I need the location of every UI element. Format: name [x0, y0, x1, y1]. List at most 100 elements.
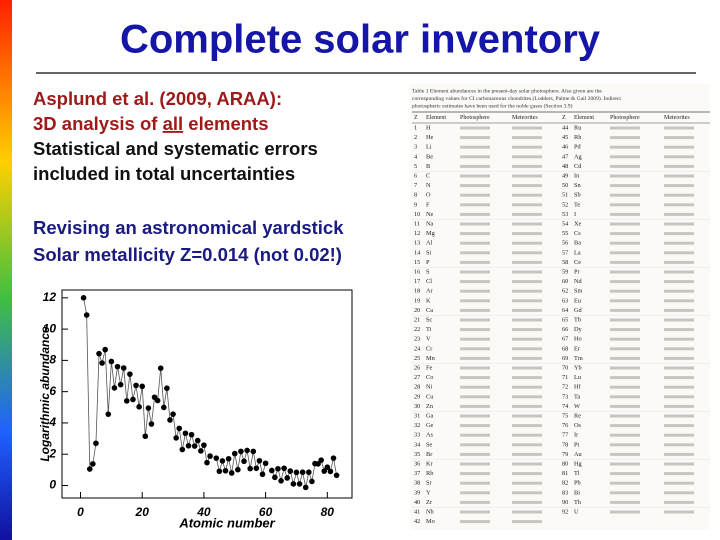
table-cell: 50 — [562, 182, 568, 189]
data-point — [287, 468, 294, 474]
table-cell: 51 — [562, 192, 568, 199]
table-cell: Ca — [426, 307, 433, 314]
table-filler — [664, 126, 694, 130]
table-cell: Mo — [426, 518, 435, 525]
table-header: Meteorites — [664, 115, 690, 121]
table-cell: Te — [574, 201, 580, 208]
table-filler — [460, 212, 490, 216]
table-cell: 57 — [562, 249, 568, 256]
text-line: Asplund et al. (2009, ARAA): — [33, 88, 282, 109]
table-cell: 79 — [562, 451, 568, 458]
y-tick-label: 12 — [43, 290, 57, 304]
table-filler — [512, 337, 542, 341]
table-cell: Nb — [426, 508, 434, 515]
table-cell: 69 — [562, 355, 568, 362]
table-cell: 81 — [562, 470, 568, 477]
table-cell: 22 — [414, 326, 420, 333]
table-cell: 35 — [414, 451, 420, 458]
table-cell: Rh — [574, 134, 582, 141]
data-point — [201, 442, 207, 448]
table-cell: Sn — [574, 182, 582, 189]
table-filler — [512, 433, 542, 437]
table-cell: Yb — [574, 364, 582, 371]
text-segment: all — [163, 113, 184, 134]
table-filler — [610, 126, 640, 130]
text-line: included in total uncertainties — [33, 163, 295, 184]
table-filler — [512, 184, 542, 188]
data-point — [157, 365, 164, 371]
text-line: Revising an astronomical yardstick — [33, 217, 344, 238]
text-segment: elements — [183, 113, 268, 134]
table-cell: 63 — [562, 297, 568, 304]
table-filler — [460, 424, 490, 428]
table-filler — [610, 155, 640, 159]
data-point — [161, 404, 167, 411]
table-cell: 76 — [562, 422, 568, 429]
table-cell: Sc — [426, 316, 433, 323]
table-filler — [460, 385, 490, 389]
table-cell: Pb — [574, 480, 581, 487]
plot-frame — [61, 289, 353, 499]
table-filler — [610, 203, 640, 207]
data-point — [256, 457, 263, 464]
table-filler — [664, 404, 694, 408]
data-point — [176, 425, 183, 432]
table-cell: 64 — [562, 307, 569, 314]
data-point — [293, 469, 300, 476]
table-cell: Tb — [574, 316, 581, 323]
data-point — [86, 466, 93, 472]
data-point — [228, 470, 235, 476]
table-header: Photosphere — [460, 115, 490, 121]
table-cell: 34 — [414, 441, 421, 448]
text-segment: 3D analysis of — [33, 113, 163, 134]
table-cell: P — [426, 259, 430, 266]
table-filler — [460, 328, 490, 332]
table-filler — [610, 193, 640, 197]
table-filler — [610, 347, 640, 351]
data-point — [204, 459, 210, 466]
table-cell: Be — [426, 153, 433, 160]
data-point — [102, 346, 108, 353]
table-filler — [460, 356, 490, 360]
table-cell: 58 — [562, 259, 568, 266]
table-cell: V — [426, 336, 431, 343]
data-point — [191, 443, 198, 449]
data-point — [170, 411, 176, 417]
data-point — [222, 467, 229, 474]
table-cell: Ga — [426, 412, 434, 419]
table-filler — [512, 280, 542, 284]
table-filler — [512, 452, 542, 456]
data-point — [179, 446, 186, 453]
table-filler — [460, 280, 490, 284]
data-point — [296, 481, 303, 487]
data-point — [324, 464, 331, 470]
data-point — [164, 385, 170, 392]
table-filler — [664, 366, 694, 370]
data-point — [198, 448, 204, 454]
table-filler — [664, 481, 694, 485]
table-filler — [610, 424, 640, 428]
table-cell: Os — [574, 422, 582, 429]
table-filler — [460, 452, 490, 456]
table-filler — [664, 145, 694, 149]
table-cell: 16 — [414, 268, 420, 275]
data-point — [219, 458, 226, 464]
table-filler — [610, 385, 640, 389]
table-cell: 73 — [562, 393, 568, 400]
data-point — [275, 465, 281, 472]
table-cell: 65 — [562, 316, 568, 323]
table-filler — [610, 376, 640, 380]
table-cell: 1 — [414, 124, 417, 131]
table-caption: Table 1 Element abundances in the presen… — [412, 88, 602, 94]
table-cell: 23 — [414, 336, 420, 343]
table-cell: 32 — [414, 422, 420, 429]
text-segment: Asplund et al. (2009, ARAA): — [33, 88, 282, 109]
table-cell: 9 — [414, 201, 417, 208]
table-cell: 54 — [562, 220, 569, 227]
data-point — [93, 440, 99, 447]
table-cell: K — [426, 297, 431, 304]
table-cell: Pt — [574, 441, 580, 448]
table-cell: 78 — [562, 441, 568, 448]
table-filler — [460, 520, 490, 524]
table-filler — [664, 212, 694, 216]
